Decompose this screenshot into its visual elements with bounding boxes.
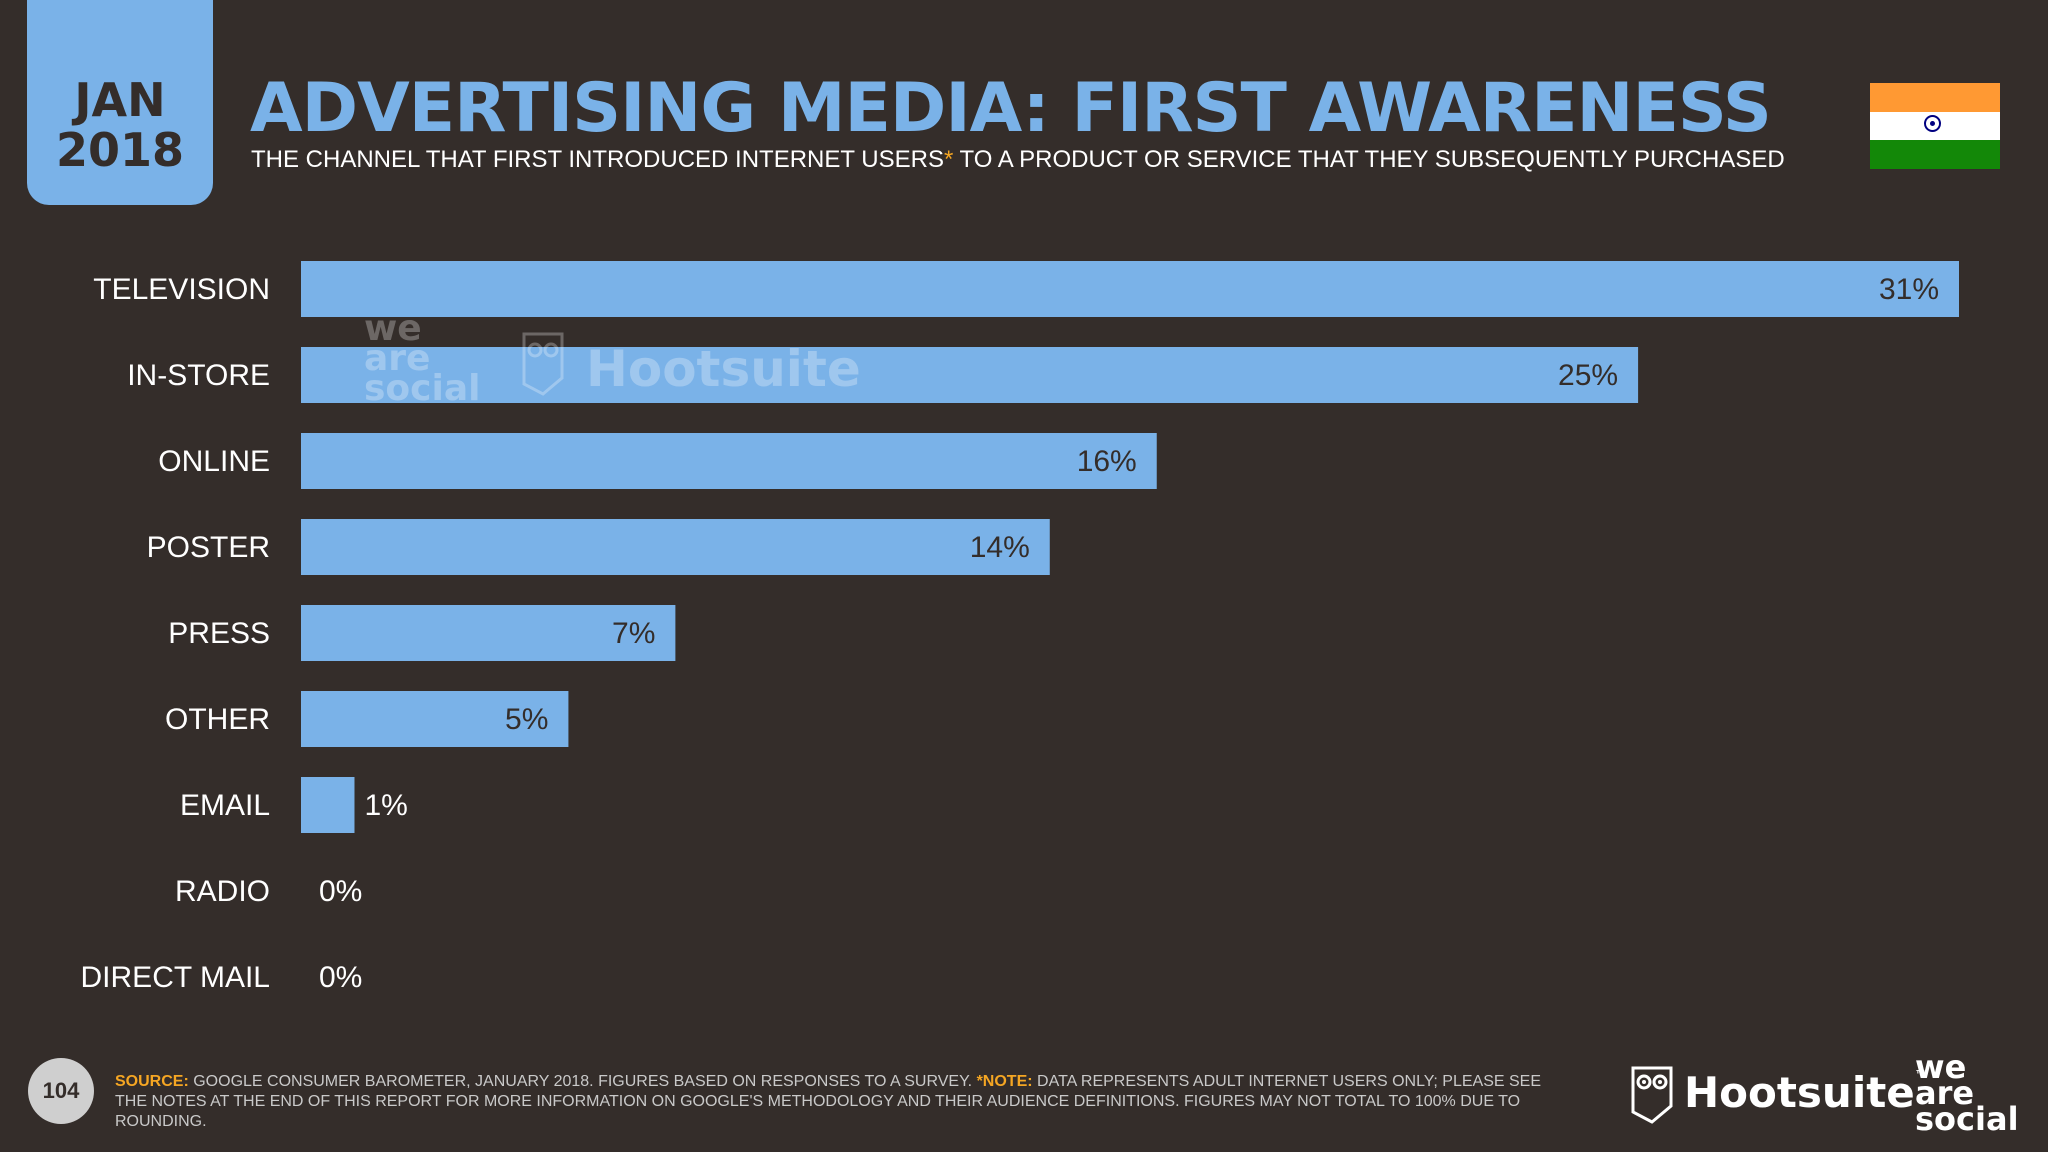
bar [301, 777, 355, 833]
category-label: TELEVISION [93, 273, 270, 306]
source-label: SOURCE: [115, 1073, 189, 1090]
bar [301, 519, 1050, 575]
category-label: POSTER [147, 531, 270, 564]
data-label: 1% [364, 789, 407, 822]
category-label: ONLINE [158, 445, 270, 478]
india-flag-icon [1870, 83, 2000, 169]
bar [301, 433, 1157, 489]
hootsuite-tm: ™ [1914, 1068, 1927, 1082]
subtitle-text-end: TO A PRODUCT OR SERVICE THAT THEY SUBSEQ… [953, 146, 1785, 173]
flag-saffron-band [1870, 83, 2000, 112]
data-label: 5% [505, 703, 548, 736]
data-label: 16% [1077, 445, 1137, 478]
category-label: OTHER [165, 703, 270, 736]
we-are-social-logo: we are social [1915, 1048, 2019, 1138]
page-number-badge: 104 [28, 1058, 94, 1124]
bar [301, 347, 1639, 403]
bar [301, 261, 1959, 317]
data-label: 7% [612, 617, 655, 650]
category-label: DIRECT MAIL [81, 961, 270, 994]
subtitle-text: THE CHANNEL THAT FIRST INTRODUCED INTERN… [251, 146, 944, 173]
note-text: DATA REPRESENTS ADULT INTERNET USERS ONL… [115, 1073, 1542, 1130]
date-month: JAN [74, 73, 166, 127]
footnote: SOURCE: GOOGLE CONSUMER BAROMETER, JANUA… [115, 1072, 1565, 1132]
flag-chakra [1924, 115, 1941, 132]
note-label: *NOTE: [976, 1073, 1033, 1090]
was-logo-line-2: are [1915, 1074, 1975, 1112]
was-logo-line-1: we [1915, 1048, 1967, 1086]
bar [301, 605, 676, 661]
page-subtitle: THE CHANNEL THAT FIRST INTRODUCED INTERN… [251, 146, 1785, 174]
flag-green-band [1870, 140, 2000, 169]
data-label: 0% [319, 875, 362, 908]
was-logo-line-3: social [1915, 1100, 2019, 1138]
page-title: ADVERTISING MEDIA: FIRST AWARENESS [250, 69, 1772, 148]
data-label: 0% [319, 961, 362, 994]
hootsuite-logo-text: Hootsuite [1684, 1068, 1915, 1117]
source-text: GOOGLE CONSUMER BAROMETER, JANUARY 2018.… [188, 1073, 977, 1090]
category-label: PRESS [168, 617, 270, 650]
category-label: IN-STORE [127, 359, 270, 392]
data-label: 31% [1879, 273, 1939, 306]
data-label: 25% [1558, 359, 1618, 392]
bar [301, 691, 569, 747]
date-tab: JAN 2018 [27, 0, 213, 205]
subtitle-asterisk: * [943, 146, 954, 173]
hootsuite-wordmark: Hootsuite™ [1684, 1068, 1927, 1117]
data-label: 14% [970, 531, 1030, 564]
category-label: EMAIL [180, 789, 270, 822]
category-label: RADIO [175, 875, 270, 908]
date-year: 2018 [55, 123, 185, 177]
hootsuite-owl-icon [1631, 1066, 1673, 1124]
